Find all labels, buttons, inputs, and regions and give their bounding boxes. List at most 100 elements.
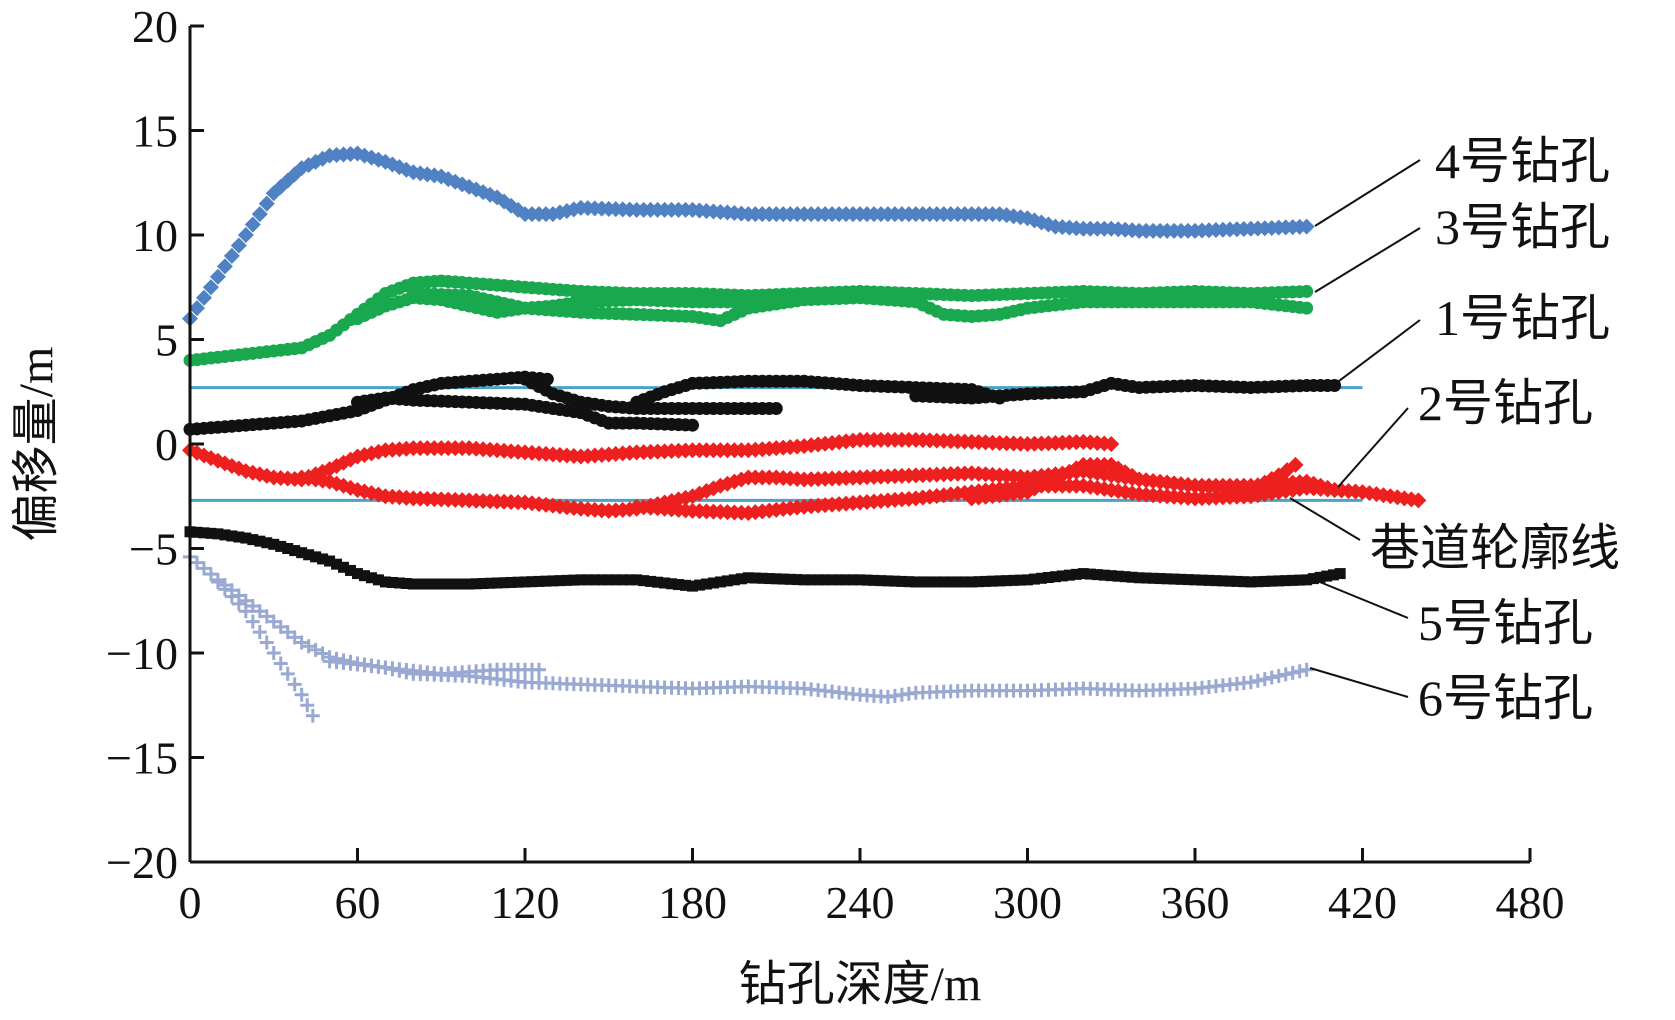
data-point bbox=[603, 574, 615, 586]
data-point bbox=[289, 545, 301, 557]
data-point bbox=[251, 206, 268, 223]
x-tick-label: 360 bbox=[1161, 877, 1230, 928]
data-point bbox=[784, 573, 796, 585]
data-point bbox=[275, 540, 287, 552]
data-point bbox=[868, 574, 880, 586]
data-point bbox=[1182, 574, 1194, 586]
data-point bbox=[1410, 492, 1427, 509]
data-point bbox=[687, 580, 698, 592]
data-point bbox=[680, 579, 692, 591]
data-point bbox=[1252, 576, 1264, 588]
data-point bbox=[237, 227, 254, 243]
data-point bbox=[1168, 573, 1180, 585]
data-point bbox=[233, 531, 245, 543]
data-point bbox=[533, 575, 545, 587]
x-tick-label: 300 bbox=[993, 877, 1062, 928]
data-point bbox=[973, 576, 985, 588]
data-point bbox=[1049, 571, 1061, 583]
data-point bbox=[1084, 568, 1096, 580]
data-point bbox=[526, 576, 538, 588]
data-point bbox=[1287, 574, 1299, 586]
data-point bbox=[812, 574, 824, 586]
data-point bbox=[1287, 456, 1304, 473]
data-point bbox=[1210, 575, 1222, 587]
data-point bbox=[1271, 668, 1286, 683]
data-point bbox=[230, 237, 247, 254]
data-point bbox=[305, 708, 320, 723]
data-point bbox=[268, 538, 280, 550]
y-ticks: 20 15 10 5 0 −5 −10 −15 −20 bbox=[106, 1, 204, 888]
data-point bbox=[693, 579, 705, 591]
data-point bbox=[735, 573, 747, 585]
data-point bbox=[303, 549, 315, 561]
data-point bbox=[826, 574, 838, 586]
data-point bbox=[554, 575, 566, 587]
data-point bbox=[882, 575, 894, 587]
data-point bbox=[1133, 572, 1145, 584]
data-point bbox=[582, 574, 594, 586]
data-point bbox=[223, 247, 240, 264]
data-point bbox=[400, 578, 412, 590]
data-point bbox=[247, 534, 259, 546]
data-point bbox=[209, 268, 226, 285]
callout-label: 3号钻孔 bbox=[1435, 199, 1610, 255]
callout-leader bbox=[1309, 577, 1409, 619]
series-hole-1 bbox=[183, 370, 1342, 436]
series-curve bbox=[963, 456, 1343, 507]
data-point bbox=[244, 216, 261, 233]
data-point bbox=[1292, 664, 1307, 679]
series-hole-5 bbox=[184, 526, 1346, 592]
data-point bbox=[231, 596, 246, 611]
data-point bbox=[1196, 574, 1208, 586]
data-point bbox=[224, 589, 239, 604]
data-point bbox=[470, 578, 482, 590]
data-point bbox=[1012, 209, 1029, 226]
data-point bbox=[847, 574, 859, 586]
data-point bbox=[219, 529, 231, 541]
data-point bbox=[245, 614, 260, 629]
y-tick-label: −10 bbox=[106, 628, 178, 679]
callout-leader bbox=[1337, 407, 1409, 488]
data-point bbox=[338, 561, 350, 573]
data-point bbox=[503, 197, 520, 214]
series-curve bbox=[909, 376, 1342, 405]
data-point bbox=[700, 578, 712, 590]
data-point bbox=[966, 576, 978, 588]
data-point bbox=[1299, 662, 1314, 677]
data-point bbox=[216, 258, 233, 275]
data-point bbox=[819, 574, 831, 586]
data-point bbox=[188, 300, 205, 317]
data-point bbox=[1245, 576, 1257, 588]
data-point bbox=[331, 558, 343, 570]
x-tick-label: 420 bbox=[1328, 877, 1397, 928]
data-point bbox=[721, 575, 733, 587]
data-point bbox=[1022, 574, 1033, 586]
x-tick-label: 0 bbox=[179, 877, 202, 928]
data-point bbox=[1154, 573, 1166, 585]
data-point bbox=[805, 574, 817, 586]
data-point bbox=[300, 698, 315, 713]
series-hole-3 bbox=[183, 274, 1314, 367]
data-point bbox=[881, 289, 895, 303]
data-point bbox=[917, 576, 929, 588]
data-point bbox=[610, 574, 622, 586]
data-point bbox=[1327, 569, 1339, 581]
data-point bbox=[840, 574, 852, 586]
data-point bbox=[505, 576, 517, 588]
data-point bbox=[1231, 575, 1243, 587]
y-tick-label: 0 bbox=[155, 419, 178, 470]
data-point bbox=[980, 575, 992, 587]
series-curve bbox=[182, 145, 1315, 327]
data-point bbox=[254, 535, 266, 547]
callout-leader bbox=[1334, 319, 1421, 385]
y-axis-title: 偏移量/m bbox=[10, 347, 63, 542]
data-point bbox=[1280, 575, 1292, 587]
data-point bbox=[596, 574, 608, 586]
data-point bbox=[1028, 573, 1040, 585]
data-point bbox=[512, 576, 524, 588]
data-point bbox=[1070, 568, 1082, 580]
data-point bbox=[568, 574, 580, 586]
data-point bbox=[896, 575, 908, 587]
data-point bbox=[673, 579, 685, 591]
